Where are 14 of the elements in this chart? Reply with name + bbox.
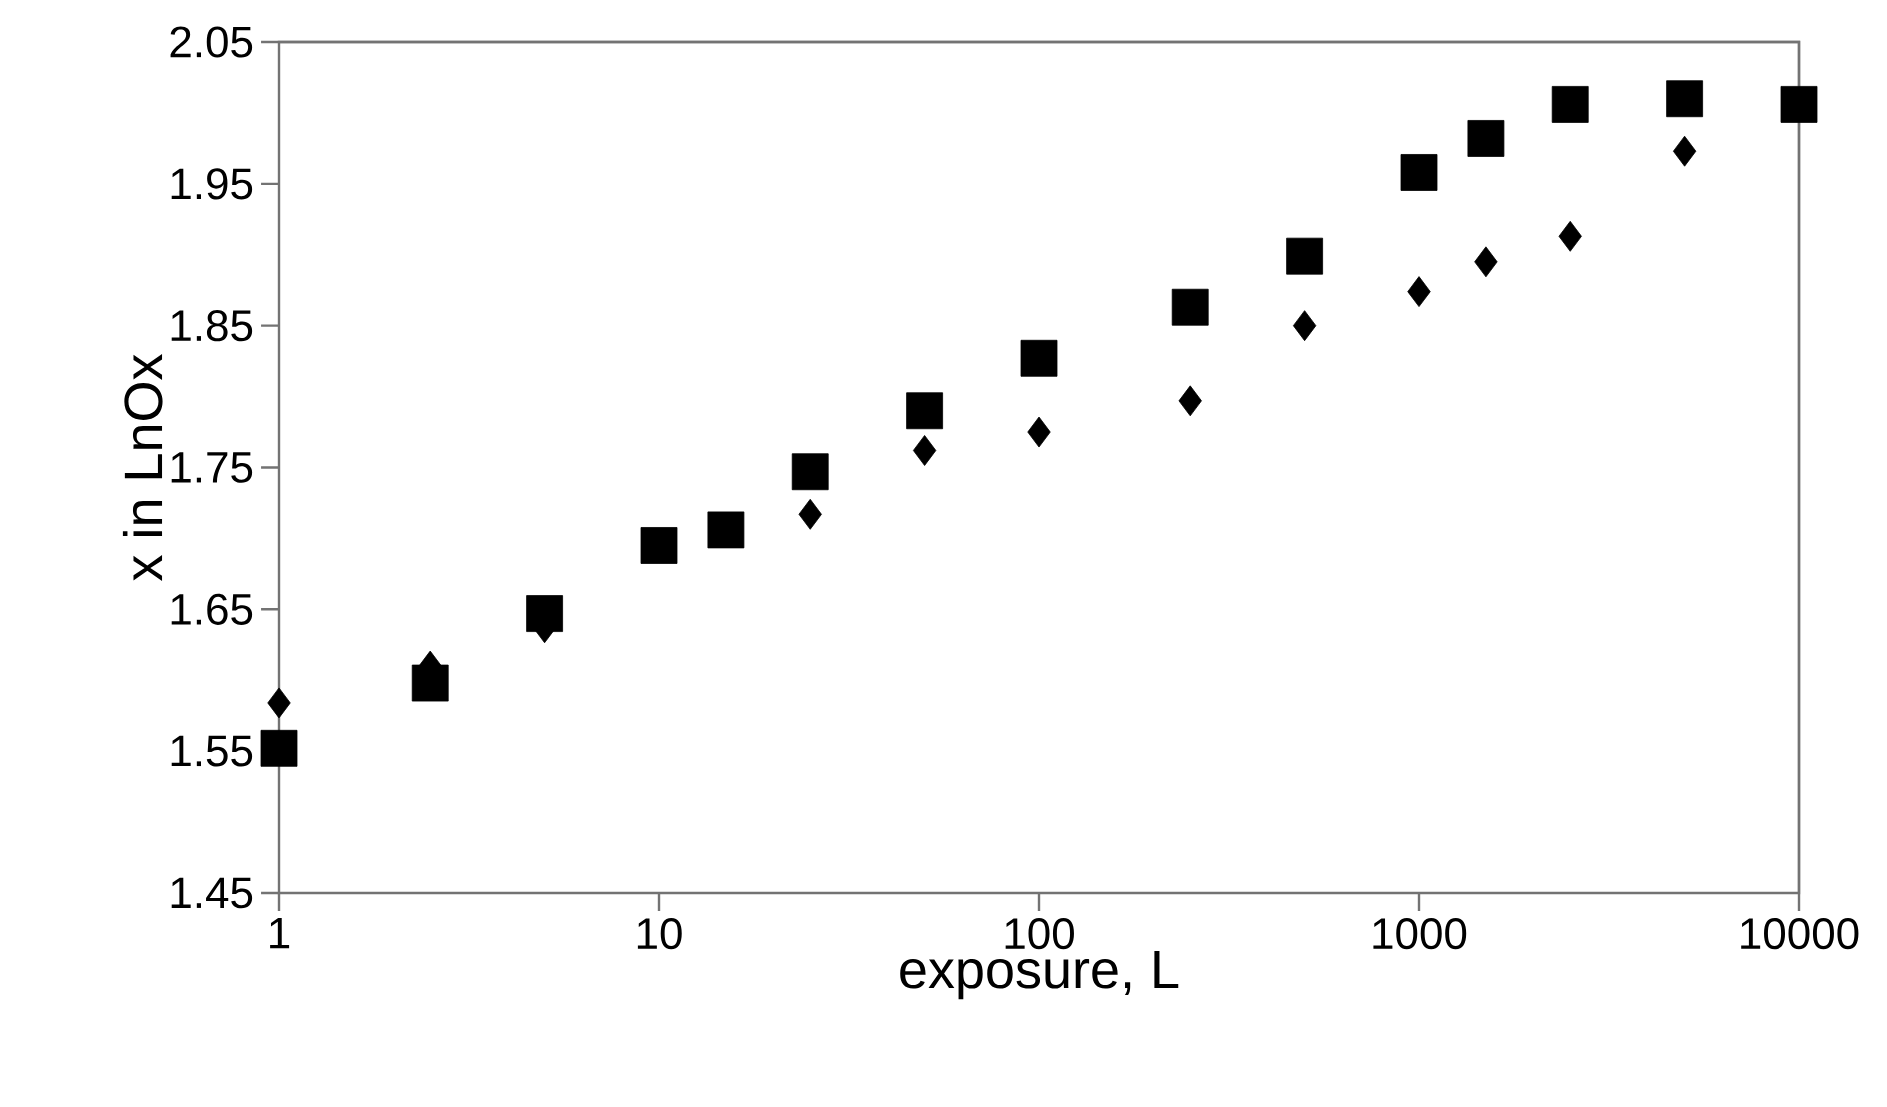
x-tick-label: 1000	[1373, 918, 1467, 950]
x-tick-label: 100	[1005, 918, 1074, 950]
y-tick-label: 1.85	[171, 310, 253, 342]
x-tick-label: 1	[270, 918, 290, 949]
y-tick-label: 2.05	[170, 26, 253, 58]
y-tick-label: 1.75	[171, 452, 253, 483]
y-axis-title: x in LnOx	[122, 354, 163, 581]
y-tick-label: 1.95	[171, 168, 253, 200]
x-axis-title: exposure, L	[900, 950, 1179, 1000]
y-tick-label: 1.45	[171, 877, 253, 909]
y-tick-label: 1.65	[171, 593, 253, 625]
y-tick-label: 1.55	[171, 735, 253, 767]
x-tick-label: 10000	[1741, 918, 1859, 950]
x-tick-label: 10	[637, 918, 682, 950]
